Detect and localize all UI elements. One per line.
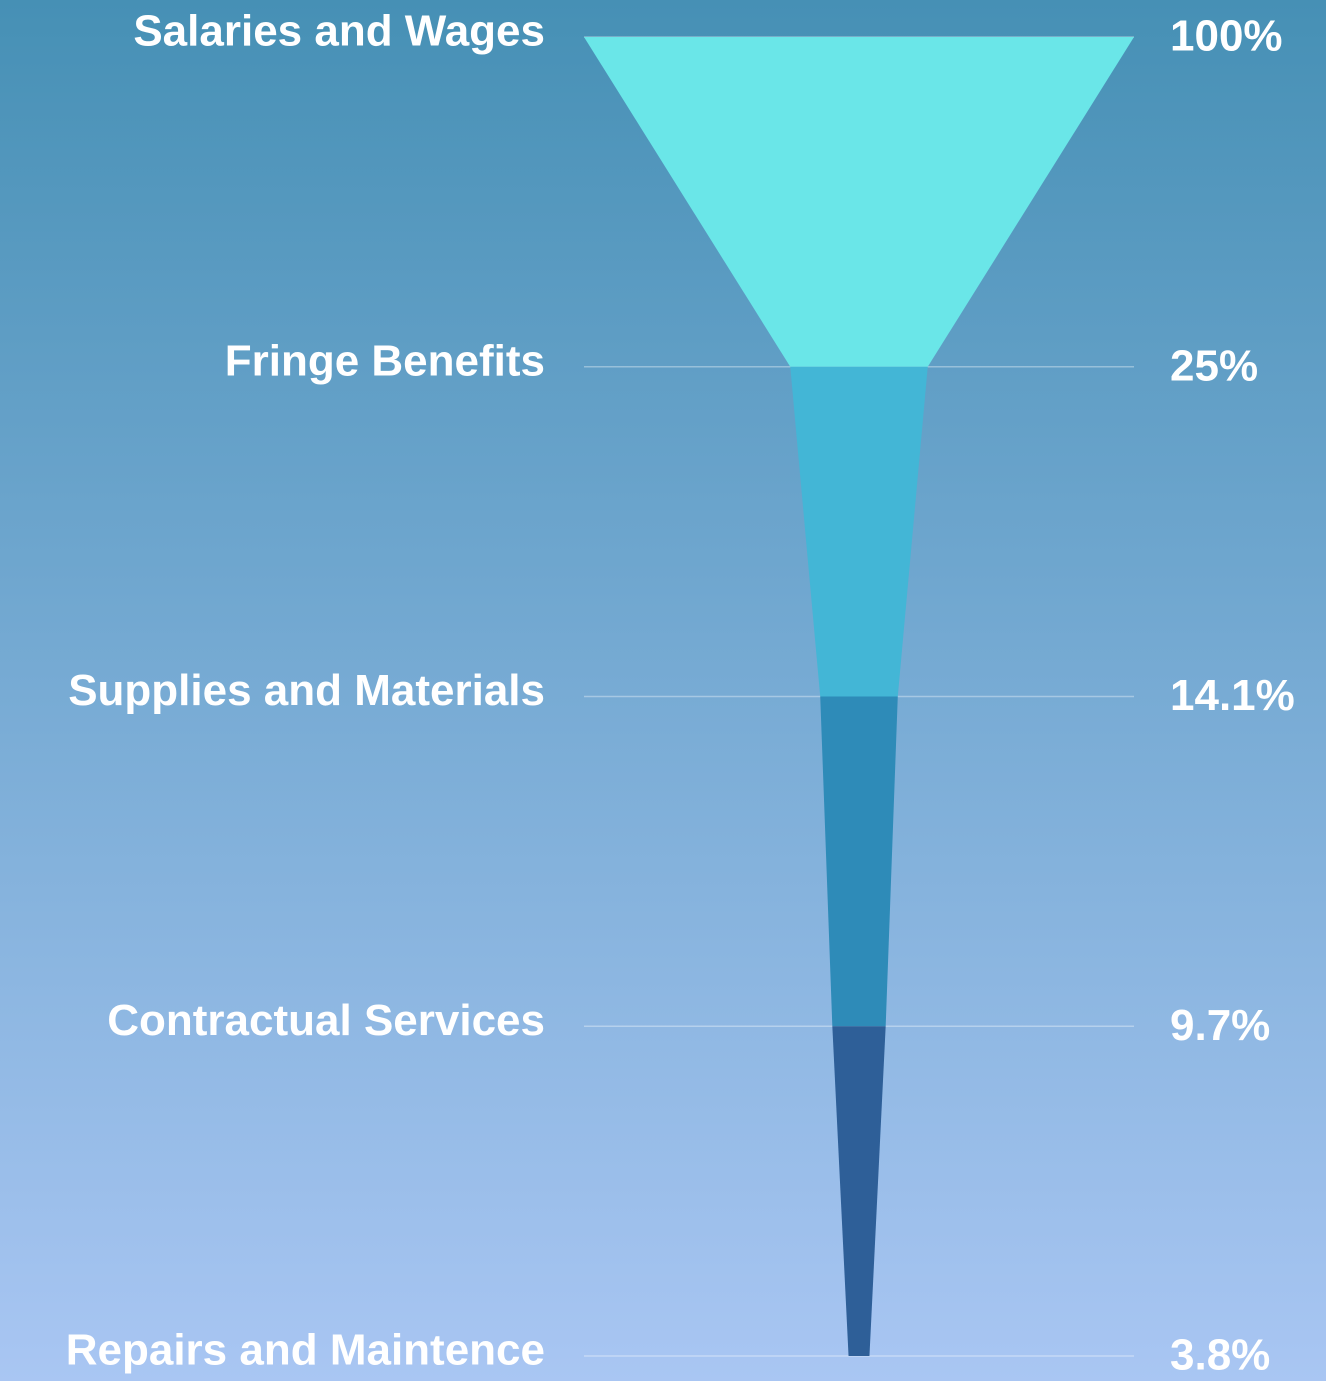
value-label: 100% bbox=[1170, 12, 1283, 61]
value-label: 25% bbox=[1170, 341, 1258, 390]
funnel-segment bbox=[820, 696, 898, 1027]
category-label: Supplies and Materials bbox=[68, 666, 545, 715]
category-label: Fringe Benefits bbox=[225, 336, 545, 385]
value-label: 9.7% bbox=[1170, 1001, 1270, 1050]
value-label: 3.8% bbox=[1170, 1331, 1270, 1380]
funnel-segment bbox=[790, 366, 928, 697]
category-label: Repairs and Maintence bbox=[66, 1326, 545, 1375]
funnel-segment bbox=[832, 1026, 886, 1356]
labels: Salaries and Wages 100% Fringe Benefits 25%… bbox=[66, 7, 1295, 1380]
category-label: Salaries and Wages bbox=[133, 7, 545, 56]
funnel bbox=[584, 37, 1134, 1356]
category-label: Contractual Services bbox=[107, 996, 545, 1045]
value-label: 14.1% bbox=[1170, 671, 1295, 720]
funnel-segment bbox=[584, 37, 1134, 367]
